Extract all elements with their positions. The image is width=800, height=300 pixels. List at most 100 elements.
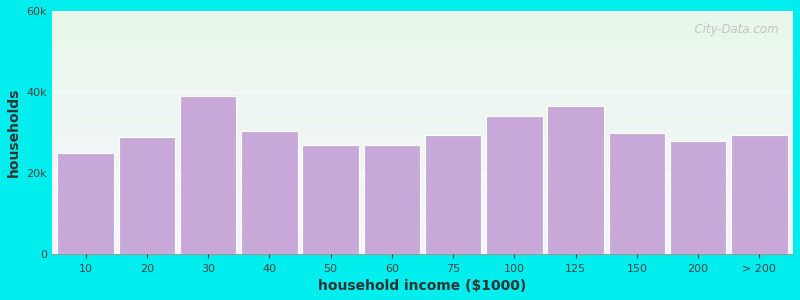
Bar bbox=[52, 66, 793, 67]
Bar bbox=[52, 194, 793, 195]
Bar bbox=[52, 96, 793, 98]
Bar bbox=[52, 82, 793, 83]
Bar bbox=[52, 41, 793, 43]
Bar bbox=[52, 133, 793, 134]
Bar bbox=[52, 131, 793, 133]
Bar bbox=[52, 250, 793, 251]
Bar bbox=[52, 35, 793, 37]
Bar bbox=[52, 83, 793, 84]
Bar bbox=[52, 136, 793, 138]
Bar bbox=[52, 184, 793, 185]
Bar bbox=[52, 167, 793, 168]
Bar bbox=[52, 37, 793, 38]
Bar bbox=[52, 30, 793, 31]
Bar bbox=[52, 33, 793, 34]
Bar bbox=[52, 20, 793, 21]
Bar bbox=[52, 226, 793, 228]
Bar bbox=[52, 92, 793, 94]
Bar bbox=[52, 209, 793, 211]
Bar bbox=[52, 88, 793, 89]
Bar bbox=[52, 247, 793, 248]
Bar bbox=[52, 200, 793, 201]
Bar bbox=[52, 60, 793, 61]
Bar bbox=[52, 215, 793, 217]
Bar bbox=[52, 245, 793, 246]
Bar bbox=[52, 22, 793, 23]
Bar bbox=[52, 237, 793, 238]
Bar bbox=[52, 51, 793, 52]
Bar bbox=[52, 153, 793, 154]
Bar bbox=[52, 114, 793, 116]
Bar bbox=[52, 85, 793, 86]
Bar bbox=[52, 170, 793, 172]
Bar bbox=[364, 145, 420, 254]
Bar bbox=[52, 21, 793, 22]
Bar bbox=[52, 235, 793, 236]
Bar bbox=[52, 222, 793, 223]
Bar bbox=[52, 68, 793, 69]
Bar bbox=[52, 15, 793, 16]
Bar bbox=[52, 201, 793, 202]
Bar bbox=[52, 119, 793, 121]
Bar bbox=[52, 46, 793, 47]
Bar bbox=[52, 172, 793, 173]
Bar bbox=[52, 248, 793, 250]
Bar bbox=[52, 242, 793, 244]
Bar bbox=[52, 56, 793, 57]
Bar bbox=[52, 24, 793, 26]
Bar bbox=[52, 105, 793, 106]
Bar bbox=[52, 175, 793, 176]
Bar bbox=[52, 28, 793, 29]
Bar bbox=[52, 78, 793, 79]
Bar bbox=[52, 103, 793, 105]
Bar bbox=[52, 238, 793, 240]
Bar bbox=[52, 116, 793, 117]
Bar bbox=[52, 162, 793, 163]
Bar bbox=[52, 225, 793, 226]
Bar bbox=[52, 112, 793, 113]
Bar bbox=[52, 218, 793, 219]
Bar bbox=[52, 94, 793, 95]
Bar bbox=[52, 195, 793, 196]
Bar bbox=[52, 150, 793, 151]
Bar bbox=[52, 69, 793, 70]
Bar bbox=[52, 144, 793, 145]
Bar bbox=[52, 252, 793, 253]
Bar bbox=[52, 61, 793, 62]
Bar bbox=[52, 158, 793, 160]
Bar bbox=[52, 79, 793, 80]
Bar bbox=[52, 202, 793, 203]
Bar bbox=[52, 129, 793, 130]
Bar bbox=[52, 16, 793, 17]
Bar bbox=[52, 128, 793, 129]
Bar bbox=[52, 169, 793, 170]
Bar bbox=[52, 173, 793, 174]
Bar bbox=[52, 148, 793, 150]
Bar bbox=[52, 106, 793, 107]
Bar bbox=[52, 40, 793, 41]
Bar bbox=[52, 166, 793, 167]
Bar bbox=[52, 121, 793, 122]
Bar bbox=[52, 49, 793, 50]
Bar bbox=[52, 232, 793, 234]
Bar bbox=[52, 84, 793, 85]
Bar bbox=[52, 29, 793, 30]
Bar bbox=[52, 244, 793, 245]
Bar bbox=[425, 135, 482, 254]
Bar bbox=[52, 113, 793, 114]
Bar bbox=[52, 191, 793, 192]
Bar bbox=[52, 73, 793, 74]
Bar bbox=[52, 63, 793, 64]
Bar bbox=[52, 102, 793, 104]
Bar bbox=[52, 157, 793, 158]
Bar bbox=[52, 241, 793, 242]
Bar bbox=[52, 99, 793, 100]
Bar bbox=[52, 192, 793, 194]
Bar bbox=[242, 131, 298, 254]
Bar bbox=[52, 26, 793, 27]
Bar bbox=[52, 77, 793, 78]
Bar bbox=[52, 39, 793, 40]
Bar bbox=[52, 90, 793, 91]
Bar bbox=[52, 178, 793, 179]
Bar bbox=[52, 91, 793, 92]
